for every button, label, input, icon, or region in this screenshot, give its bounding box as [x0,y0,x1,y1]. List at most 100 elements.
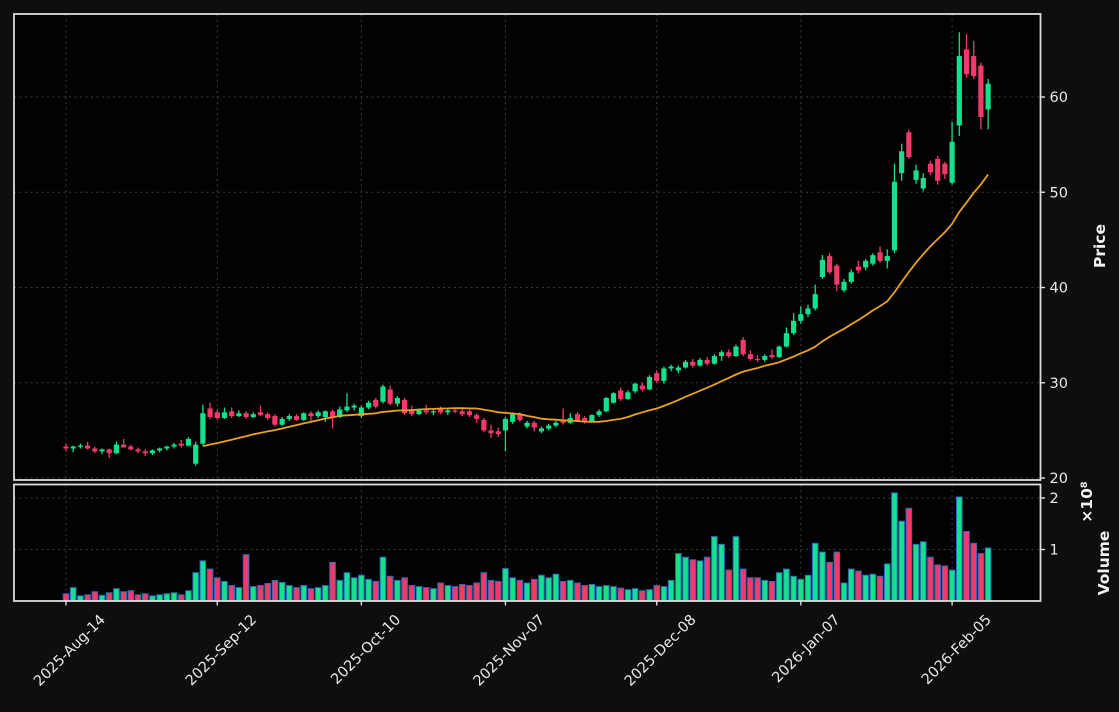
volume-bar-2025-11-28 [610,586,617,602]
volume-bar-2025-10-24 [430,588,437,602]
candle-2025-11-06 [495,431,501,435]
volume-bar-2025-09-10 [199,560,207,602]
volume-bar-2025-12-31 [768,580,776,602]
candle-2025-12-19 [718,352,725,357]
candle-2026-01-08 [805,308,811,315]
volume-bar-2025-12-24 [739,568,747,602]
volume-bar-2025-12-03 [631,588,639,602]
volume-bar-2025-09-04 [170,592,178,602]
volume-bar-2025-12-08 [653,585,661,602]
volume-bar-2025-10-08 [343,572,351,602]
volume-bar-2025-10-21 [408,585,416,602]
volume-bar-2025-10-28 [444,585,452,602]
candle-2026-02-06 [956,56,962,126]
candle-2025-11-12 [524,422,530,427]
volume-bar-2026-01-21 [869,573,877,602]
candle-2026-02-09 [963,49,970,75]
volume-bar-2025-11-19 [559,580,567,602]
candle-2025-12-15 [690,361,696,366]
candle-2025-12-23 [733,346,739,357]
candle-2025-09-10 [200,413,206,444]
candle-2025-10-30 [459,411,465,415]
candle-2025-11-18 [553,422,559,426]
candle-2025-11-28 [610,393,617,403]
candle-2025-11-21 [574,414,581,421]
candle-2026-01-16 [848,272,854,282]
volume-bar-2025-11-14 [538,574,545,602]
candle-2025-09-12 [214,412,220,418]
volume-bar-2026-02-02 [927,556,934,602]
volume-bar-2025-11-12 [523,582,531,602]
candle-2026-01-27 [899,151,905,174]
volume-bar-2025-09-03 [163,593,171,602]
panel-spines [13,13,1042,602]
volume-bar-2025-12-10 [667,579,675,602]
candle-2025-10-13 [365,402,372,408]
volume-bar-2025-12-11 [675,553,682,602]
candle-2025-10-16 [387,389,393,404]
candle-2025-12-16 [697,359,703,366]
volume-bar-2025-11-13 [530,578,538,602]
volume-bar-2025-08-20 [91,591,99,602]
volume-bar-2025-10-20 [401,577,408,602]
volume-bar-2025-11-04 [480,572,488,602]
candle-2025-10-29 [452,410,458,412]
volume-bar-2025-10-15 [379,556,387,602]
candle-2025-09-30 [301,413,307,420]
volume-bar-2025-12-15 [689,559,697,602]
candle-2025-11-03 [474,415,480,419]
volume-bar-2025-12-02 [624,589,632,602]
volume-panel-background [14,484,1041,601]
candle-2025-09-11 [207,408,213,418]
volume-bar-2025-11-17 [545,577,552,602]
volume-bar-2025-10-23 [422,587,430,602]
candle-2025-09-18 [243,413,249,418]
price-tick-label: 40 [1050,281,1068,297]
candle-2025-09-22 [257,412,264,416]
candle-2025-10-15 [380,386,386,402]
volume-bar-2025-08-26 [120,591,127,602]
candle-2025-10-28 [445,410,451,413]
candle-2026-02-04 [942,163,948,175]
candle-2026-01-19 [855,266,862,271]
candle-2025-09-03 [164,446,170,449]
volume-bar-2025-09-24 [271,579,279,602]
volume-bar-2025-11-11 [516,579,524,602]
candle-2026-01-15 [841,281,847,291]
candle-2025-12-22 [726,352,732,357]
candle-2026-01-05 [783,333,789,347]
volume-bar-2025-12-22 [725,569,733,602]
candle-2025-08-25 [113,444,120,454]
volume-bar-2026-01-12 [819,551,826,602]
volume-bar-2025-12-23 [732,536,740,602]
candle-2025-11-26 [596,411,602,416]
volume-bar-2026-01-13 [826,561,833,602]
volume-bar-2026-02-06 [955,496,963,602]
candle-2025-11-17 [546,425,552,429]
volume-bar-2025-11-21 [574,582,581,602]
volume-bar-2025-12-01 [617,587,625,602]
candles-group [63,32,991,466]
candle-2026-01-29 [913,170,919,180]
candle-2025-08-14 [63,446,69,449]
volume-bar-2025-11-07 [502,568,509,602]
candle-2025-08-27 [128,446,134,450]
candle-2026-02-12 [985,83,991,110]
price-tick-label: 20 [1050,471,1068,487]
candle-2025-10-22 [416,410,422,415]
candle-2025-08-21 [99,449,105,452]
candle-2025-11-24 [582,417,588,422]
volume-axis-label: Volume [1095,530,1113,596]
candle-2025-09-25 [279,418,285,425]
volume-bar-2025-12-30 [761,579,769,602]
volume-bar-2025-11-27 [603,585,610,602]
volume-bar-2025-09-09 [192,572,199,602]
volume-bar-2025-11-03 [473,582,480,602]
candle-2025-11-14 [538,428,545,432]
volume-bar-2026-02-10 [970,542,978,602]
volume-bar-2026-01-23 [883,563,891,602]
candle-2025-12-05 [646,377,653,390]
candle-2025-12-03 [632,383,638,392]
